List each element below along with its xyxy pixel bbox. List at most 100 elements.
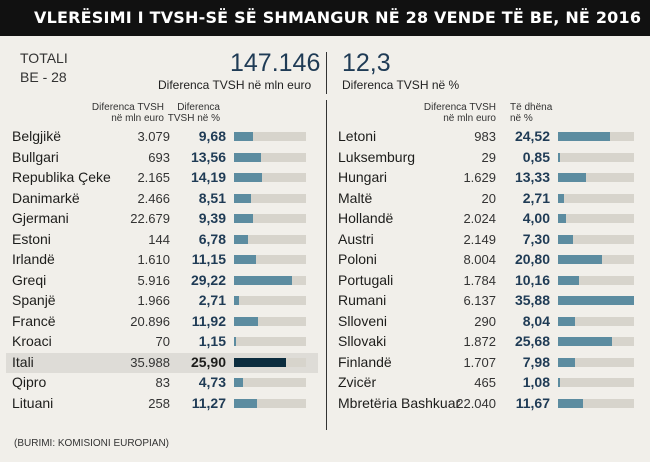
bar [558, 152, 560, 162]
country-label: Gjermani [12, 210, 69, 226]
bar [558, 337, 613, 346]
bar-row: Zvicër 465 1,08 [336, 373, 648, 393]
country-label: Mbretëria Bashkuar [338, 394, 461, 411]
total-vat-gap-pct: 12,3 [342, 49, 391, 77]
bar-row: Lituani 258 11,27 [6, 394, 318, 414]
country-label: Greqi [12, 271, 47, 288]
vat-gap-mln-label: 6.137 [463, 293, 496, 308]
vat-gap-mln-label: 2.024 [463, 211, 496, 226]
bar [234, 193, 252, 203]
bar-track [234, 337, 306, 346]
bar-track [234, 275, 306, 285]
bar [558, 214, 567, 223]
country-label: Luksemburg [338, 148, 416, 165]
bar-row: Estoni 144 6,78 [6, 230, 318, 250]
vat-gap-pct-label: 8,04 [522, 312, 550, 329]
bar-track [234, 193, 306, 203]
bar-track [558, 275, 634, 285]
bar-row: Finlandë 1.707 7,98 [336, 353, 648, 373]
bar-track [234, 214, 306, 223]
bar-row: Danimarkë 2.466 8,51 [6, 189, 318, 209]
vat-gap-mln-label: 465 [474, 375, 496, 390]
vat-gap-pct-label: 6,78 [198, 230, 226, 247]
bar-row: Irlandë 1.610 11,15 [6, 250, 318, 270]
vat-gap-pct-label: 1,15 [198, 333, 226, 349]
left-col-pct-header-line1: Diferenca [177, 102, 220, 113]
bar-row: Itali 35.988 25,90 [6, 352, 318, 373]
bar-row: Rumani 6.137 35,88 [336, 291, 648, 311]
vat-gap-pct-label: 10,16 [514, 271, 550, 288]
vat-gap-mln-label: 1.784 [463, 272, 496, 288]
total-vat-gap-pct-label: Diferenca TVSH në % [342, 78, 460, 92]
bar [558, 316, 575, 326]
bar [234, 316, 258, 326]
vat-gap-mln-label: 693 [148, 149, 170, 165]
bar [558, 193, 564, 203]
bar [234, 398, 257, 408]
bar [234, 173, 263, 182]
vat-gap-pct-label: 13,33 [514, 169, 550, 185]
country-label: Itali [12, 353, 34, 370]
bar-row: Sllovaki 1.872 25,68 [336, 332, 648, 352]
left-col-mln-header-line2: në mln euro [111, 113, 164, 124]
country-label: Bullgari [12, 148, 59, 165]
vat-gap-mln-label: 1.610 [137, 252, 170, 267]
right-col-mln-header-line1: Diferenca TVSH [423, 102, 496, 113]
right-col-pct-header: Të dhëna në % [510, 102, 570, 124]
bar [234, 132, 254, 141]
left-col-mln-header: Diferenca TVSH në mln euro [90, 102, 164, 124]
vat-gap-mln-label: 8.004 [463, 252, 496, 267]
country-label: Qipro [12, 374, 47, 390]
vat-gap-mln-label: 144 [148, 231, 170, 247]
bar [234, 296, 240, 305]
vat-gap-mln-label: 2.149 [463, 231, 496, 247]
vat-gap-mln-label: 3.079 [137, 129, 170, 144]
vat-gap-mln-label: 1.707 [463, 354, 496, 370]
vat-gap-mln-label: 2.466 [137, 190, 170, 206]
country-label: Hungari [338, 169, 388, 185]
country-label: Rumani [338, 292, 387, 308]
vat-gap-mln-label: 35.988 [130, 354, 170, 370]
vat-gap-pct-label: 9,39 [198, 210, 226, 226]
bar-track [234, 173, 306, 182]
vat-gap-pct-label: 20,80 [514, 251, 550, 267]
bar-row: Bullgari 693 13,56 [6, 148, 318, 168]
country-label: Hollandë [338, 210, 394, 226]
vat-gap-mln-label: 1.629 [463, 170, 496, 185]
left-col-pct-header: Diferenca TVSH në % [166, 102, 220, 124]
vat-gap-mln-label: 983 [474, 129, 496, 144]
vat-gap-pct-label: 11,92 [191, 312, 226, 329]
total-region-label: BE - 28 [20, 69, 67, 85]
country-label: Slloveni [338, 312, 388, 329]
bar-row: Mbretëria Bashkuar 22.040 11,67 [336, 394, 648, 414]
vat-gap-pct-label: 14,19 [190, 169, 226, 185]
bar-track [234, 378, 306, 387]
bar-track [558, 152, 634, 162]
bar-track [558, 337, 634, 346]
vat-gap-pct-label: 24,52 [514, 128, 550, 144]
country-label: Sllovaki [338, 333, 387, 349]
bar [234, 337, 237, 346]
bar-row: Poloni 8.004 20,80 [336, 250, 648, 270]
bar-track [234, 296, 306, 305]
bar-track [558, 173, 634, 182]
vat-gap-pct-label: 2,71 [522, 189, 550, 206]
vat-gap-mln-label: 290 [474, 313, 496, 329]
bar [558, 357, 575, 367]
country-label: Francë [12, 312, 56, 329]
country-label: Lituani [12, 394, 54, 411]
bar [558, 255, 602, 264]
country-label: Letoni [338, 128, 377, 144]
bar-track [558, 193, 634, 203]
bar-track [558, 357, 634, 367]
country-label: Maltë [338, 189, 373, 206]
bar [558, 296, 634, 305]
vat-gap-pct-label: 1,08 [522, 374, 550, 390]
vat-gap-pct-label: 35,88 [514, 292, 550, 308]
vat-gap-pct-label: 7,98 [522, 353, 550, 370]
bar [234, 152, 262, 162]
vat-gap-pct-label: 11,15 [191, 251, 226, 267]
bar-track [558, 214, 634, 223]
bar [234, 255, 257, 264]
bar-track [558, 398, 634, 408]
